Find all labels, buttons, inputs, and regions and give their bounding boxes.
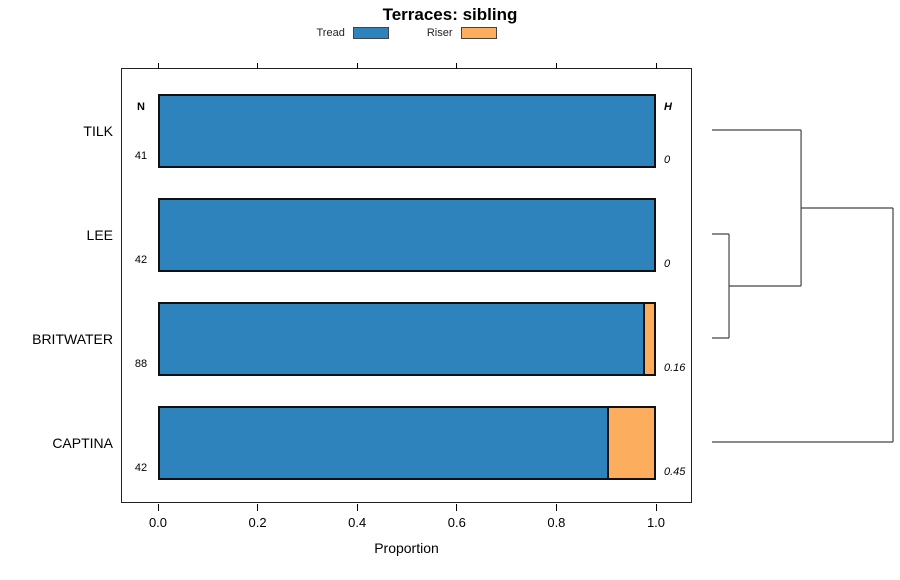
n-value: 88 [134, 358, 148, 370]
category-label-lee: LEE [86, 227, 113, 243]
h-value: 0.45 [664, 466, 686, 478]
axis-tick-top [257, 63, 259, 69]
bar-captina [158, 406, 656, 480]
legend-label: Tread [316, 27, 345, 39]
n-value: 41 [134, 150, 148, 162]
n-value: 42 [134, 462, 148, 474]
bar-segment-riser [642, 304, 654, 374]
chart-title: Terraces: sibling [382, 5, 518, 24]
bar-tilk [158, 94, 656, 168]
h-value: 0 [664, 154, 671, 166]
h-value: 0 [664, 258, 671, 270]
axis-tick-bottom [555, 504, 557, 511]
dendrogram [712, 129, 894, 443]
axis-tick-label: 0.8 [547, 515, 566, 530]
bar-lee [158, 198, 656, 272]
axis-tick-bottom [157, 504, 159, 511]
legend-item-tread: Tread [317, 27, 389, 39]
n-column-header: N [137, 101, 145, 113]
axis-tick-label: 0.4 [348, 515, 367, 530]
axis-tick-bottom [456, 504, 458, 511]
bar-segment-riser [607, 408, 654, 478]
legend-swatch-tread [352, 27, 389, 39]
axis-tick-top [356, 63, 358, 69]
axis-tick-bottom [356, 504, 358, 511]
axis-tick-top [555, 63, 557, 69]
legend-item-riser: Riser [427, 27, 497, 39]
n-value: 42 [134, 254, 148, 266]
chart-legend: Tread Riser [121, 25, 692, 41]
category-label-tilk: TILK [83, 123, 113, 139]
axis-tick-label: 0.6 [447, 515, 466, 530]
h-column-header: H [664, 101, 672, 113]
axis-tick-label: 0.2 [248, 515, 267, 530]
axis-tick-top [456, 63, 458, 69]
axis-tick-top [655, 63, 657, 69]
x-axis-label: Proportion [374, 540, 439, 556]
plot-panel: 0.0 0.2 0.4 0.6 0.8 1.0 TILK N H 41 0 LEE 42 0 BRITWAT… [32, 63, 692, 530]
category-label-captina: CAPTINA [52, 435, 113, 451]
axis-tick-bottom [655, 504, 657, 511]
axis-tick-label: 0.0 [148, 515, 168, 530]
axis-tick-bottom [257, 504, 259, 511]
legend-label: Riser [426, 27, 453, 39]
category-label-britwater: BRITWATER [32, 331, 113, 347]
legend-swatch-riser [460, 27, 497, 39]
bar-britwater [158, 302, 656, 376]
axis-tick-label: 1.0 [646, 515, 666, 530]
h-value: 0.16 [664, 362, 686, 374]
axis-tick-top [157, 63, 159, 69]
